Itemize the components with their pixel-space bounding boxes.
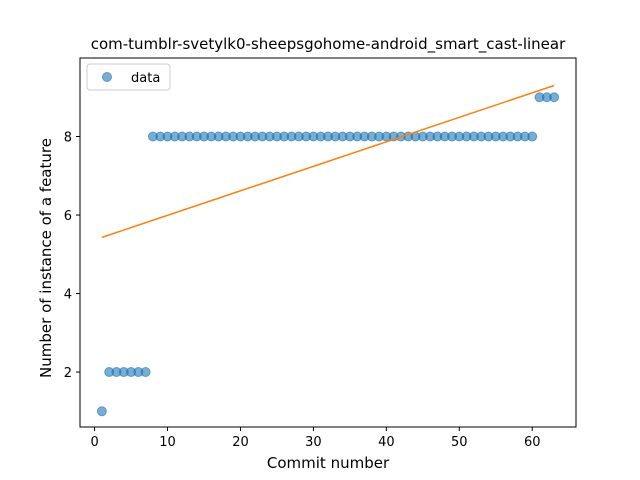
x-axis-label: Commit number (267, 454, 390, 472)
legend: data (86, 63, 171, 91)
x-tick-label: 30 (305, 435, 322, 450)
x-tick-label: 10 (159, 435, 176, 450)
data-point (140, 367, 151, 378)
x-tick-label: 20 (232, 435, 249, 450)
x-tick-label: 60 (524, 435, 541, 450)
x-tick-label: 40 (378, 435, 395, 450)
y-tick-label: 4 (64, 288, 72, 303)
x-tick-label: 0 (90, 435, 98, 450)
legend-marker (102, 72, 112, 82)
fit-line (101, 84, 555, 239)
y-axis-label: Number of instance of a feature (37, 138, 55, 378)
y-tick-label: 6 (64, 209, 72, 224)
data-point (527, 131, 538, 142)
y-tick-label: 2 (64, 366, 72, 381)
chart-title: com-tumblr-svetylk0-sheepsgohome-android… (91, 35, 566, 54)
legend-label: data (131, 71, 160, 86)
data-point (549, 92, 560, 103)
y-tick-label: 8 (64, 131, 72, 146)
plot-area: 0 10 20 30 40 50 60 2 4 6 8 (64, 57, 577, 450)
axes-frame (79, 57, 577, 428)
legend-box (86, 63, 171, 91)
x-tick-label: 50 (451, 435, 468, 450)
data-point (96, 406, 107, 417)
